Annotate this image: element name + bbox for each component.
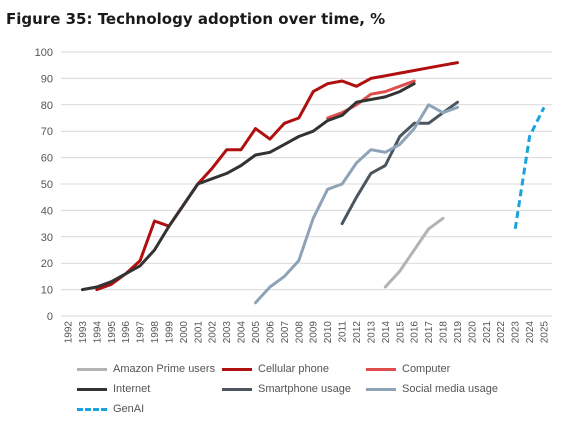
x-tick-label: 2010 <box>323 321 334 344</box>
series-line-amazon-prime-users <box>383 216 445 289</box>
y-tick-label: 20 <box>41 258 53 270</box>
y-tick-label: 10 <box>41 285 53 297</box>
x-tick-label: 1999 <box>164 321 175 344</box>
series-line-smartphone-usage <box>340 100 459 226</box>
x-tick-label: 1992 <box>64 321 75 344</box>
x-tick-label: 2003 <box>222 321 233 344</box>
y-tick-label: 90 <box>41 73 53 85</box>
x-tick-label: 1997 <box>136 321 147 344</box>
x-tick-label: 2019 <box>453 321 464 344</box>
series-line-computer <box>326 79 416 120</box>
x-tick-label: 2014 <box>381 321 392 344</box>
chart-title: Figure 35: Technology adoption over time… <box>6 10 386 28</box>
x-tick-label: 2005 <box>251 321 262 344</box>
x-tick-label: 2012 <box>352 321 363 344</box>
x-tick-label: 2006 <box>265 321 276 344</box>
x-tick-label: 2018 <box>439 321 450 344</box>
x-tick-label: 2009 <box>309 321 320 344</box>
x-tick-label: 2001 <box>193 321 204 344</box>
y-tick-label: 80 <box>41 100 53 112</box>
x-tick-label: 1996 <box>121 321 132 344</box>
x-tick-label: 2015 <box>395 321 406 344</box>
x-tick-label: 2007 <box>280 321 291 344</box>
series-line-genai <box>513 106 546 230</box>
x-tick-label: 2017 <box>424 321 435 344</box>
x-tick-label: 1993 <box>78 321 89 344</box>
x-tick-label: 2022 <box>496 321 507 344</box>
x-tick-label: 2004 <box>237 321 248 344</box>
series-line-social-media-usage <box>254 103 459 305</box>
y-tick-label: 70 <box>41 126 53 138</box>
x-tick-label: 2013 <box>366 321 377 344</box>
x-tick-label: 2002 <box>208 321 219 344</box>
y-tick-label: 60 <box>41 153 53 165</box>
y-tick-label: 40 <box>41 205 53 217</box>
x-tick-label: 1998 <box>150 321 161 344</box>
y-tick-label: 30 <box>41 232 53 244</box>
x-tick-label: 2023 <box>511 321 522 344</box>
x-tick-label: 1995 <box>107 321 118 344</box>
series-line-cellular-phone <box>95 61 459 292</box>
x-tick-label: 1994 <box>92 321 103 344</box>
x-tick-label: 2025 <box>540 321 551 344</box>
x-tick-label: 2021 <box>482 321 493 344</box>
x-tick-label: 2016 <box>410 321 421 344</box>
x-tick-label: 2000 <box>179 321 190 344</box>
y-tick-label: 0 <box>47 311 53 323</box>
x-tick-label: 2024 <box>525 321 536 344</box>
y-tick-label: 100 <box>35 47 53 59</box>
x-tick-label: 2011 <box>338 321 349 343</box>
x-tick-label: 2020 <box>467 321 478 344</box>
y-tick-label: 50 <box>41 179 53 191</box>
series-line-internet <box>80 82 416 292</box>
x-tick-label: 2008 <box>294 321 305 344</box>
